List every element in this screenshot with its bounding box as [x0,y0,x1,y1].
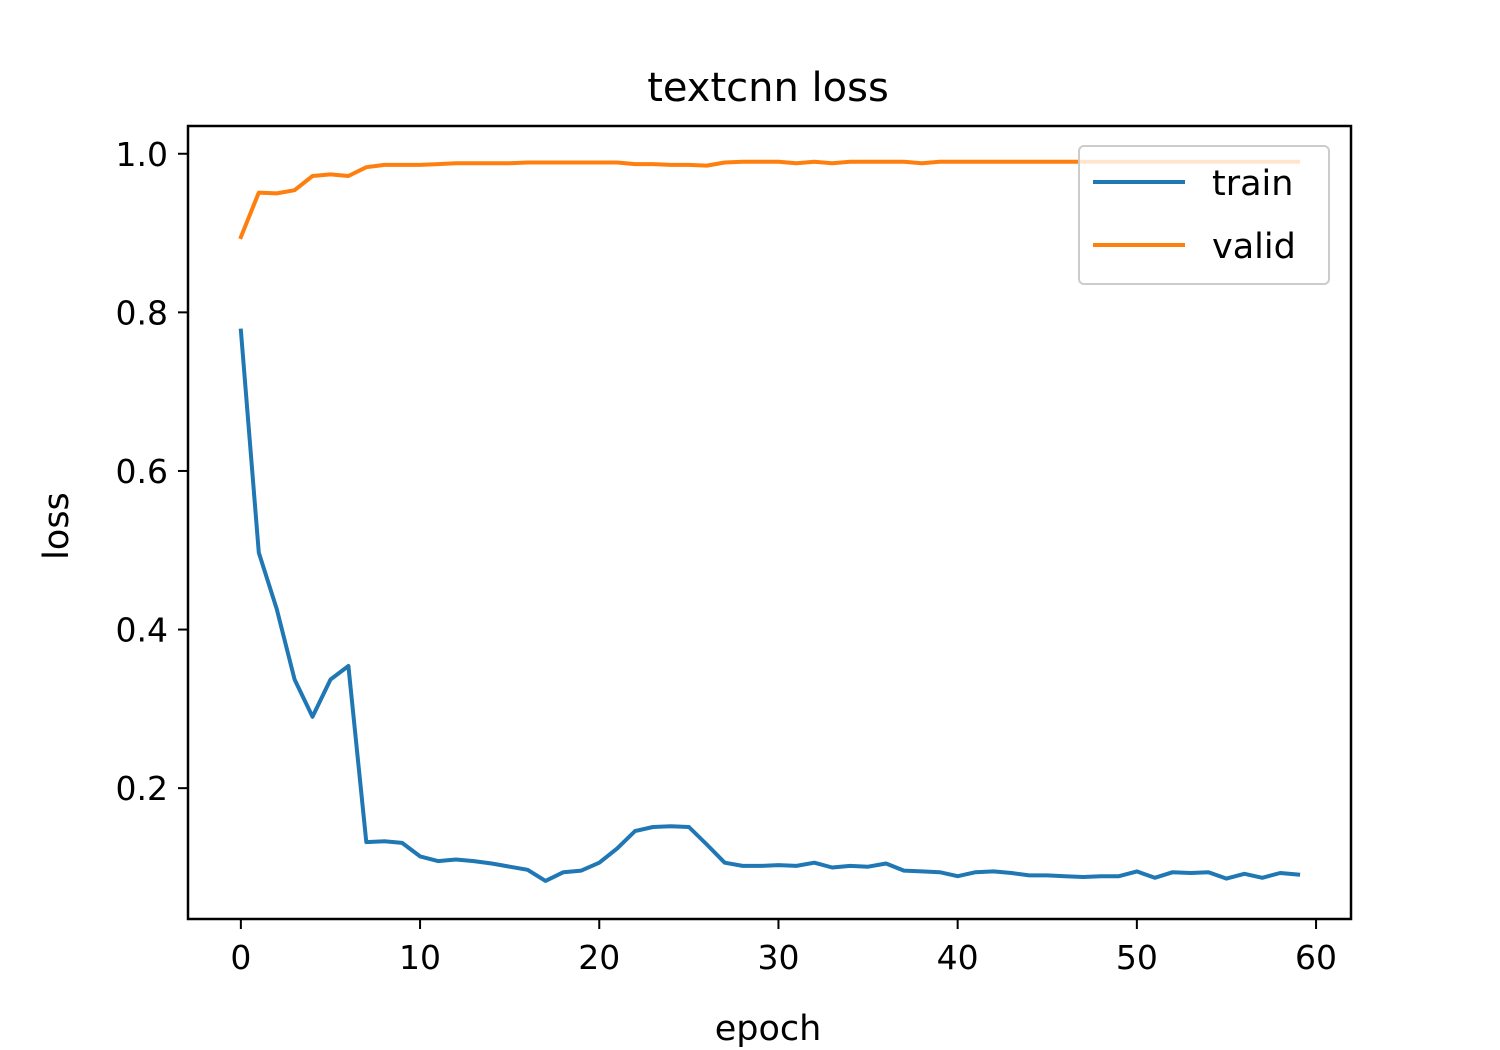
y-tick-label: 0.2 [116,769,168,808]
series-line-train [238,328,1301,883]
x-axis-label: epoch [715,1009,822,1049]
x-tick-label: 30 [757,938,799,977]
x-tick-label: 50 [1116,938,1158,977]
x-tick-label: 0 [230,938,251,977]
chart-title: textcnn loss [647,65,889,111]
x-tick-label: 40 [937,938,979,977]
x-tick-label: 60 [1295,938,1337,977]
legend-label-valid: valid [1212,227,1296,267]
x-tick-label: 20 [578,938,620,977]
y-tick-label: 1.0 [116,135,168,174]
plot-frame [186,124,1353,921]
y-tick-label: 0.4 [116,611,168,650]
legend: train valid [1078,145,1330,285]
x-axis: 0 10 20 30 40 50 60 [230,919,1337,977]
legend-label-train: train [1212,164,1293,204]
y-axis-label: loss [37,492,77,560]
y-tick-label: 0.6 [116,452,168,491]
y-tick-label: 0.8 [116,293,168,332]
x-tick-label: 10 [399,938,441,977]
y-axis: 0.2 0.4 0.6 0.8 1.0 [116,135,188,808]
